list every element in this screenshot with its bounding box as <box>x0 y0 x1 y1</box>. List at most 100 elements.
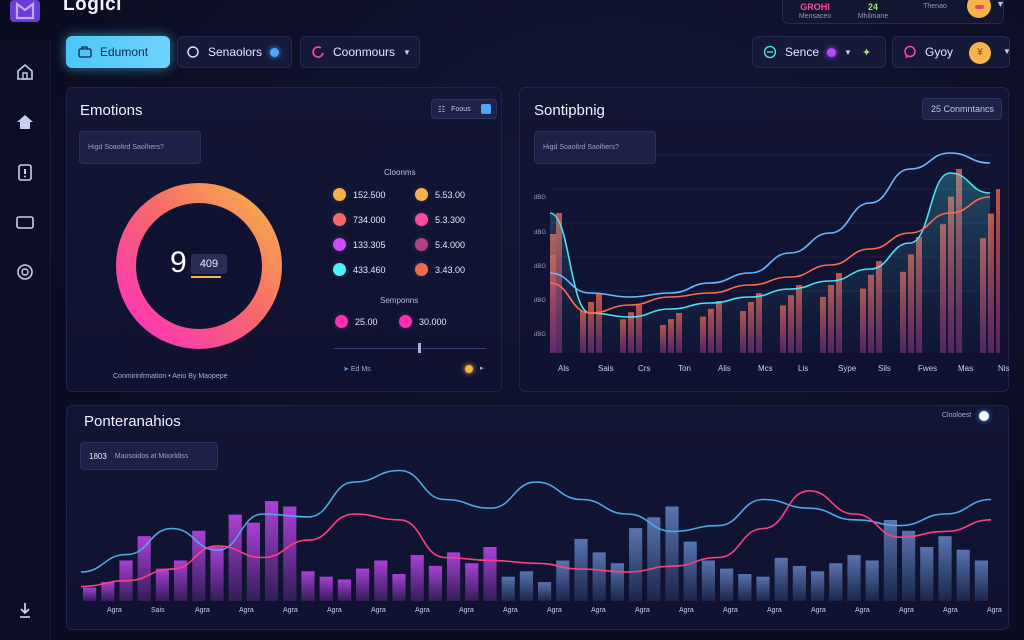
sparkle-icon: ✦ <box>861 46 872 59</box>
clipboard-icon[interactable] <box>15 162 35 182</box>
bar <box>988 213 994 353</box>
bar <box>811 571 825 601</box>
legend-label: 5.3.300 <box>435 214 466 225</box>
bar <box>137 536 151 601</box>
focus-badge-label: Foous <box>451 105 471 113</box>
logo-icon <box>10 0 40 22</box>
sidebar <box>0 40 51 640</box>
hint-box: Higd Soaoltrd Saolhers? <box>534 131 656 164</box>
emotions-footer: Conmirinfrmation • Aeio By Maopepe <box>113 373 228 380</box>
chevron-down-icon: ▼ <box>403 47 411 57</box>
app-title: Logici <box>63 0 122 15</box>
senaolors-label: Senaolors <box>208 45 263 59</box>
x-tick: Als <box>558 364 570 373</box>
list-icon: ☷ <box>438 104 446 114</box>
x-tick: Sils <box>878 364 891 373</box>
bar <box>829 563 843 601</box>
y-tick: dBG <box>534 195 547 201</box>
emotions-panel: Emotions ☷ Foous Higd Soaoltrd Saolhers?… <box>66 87 502 392</box>
series-area <box>550 173 990 353</box>
bar <box>865 560 879 601</box>
bar <box>101 582 115 601</box>
x-tick: Sais <box>151 607 165 614</box>
sence-dropdown[interactable]: Sence ▼ ✦ <box>752 36 886 68</box>
x-tick: Sais <box>598 364 614 373</box>
donut-underline <box>191 276 221 278</box>
x-tick: Agra <box>503 607 518 614</box>
link-icon <box>763 45 777 59</box>
house-icon[interactable] <box>15 112 35 132</box>
x-tick: Agra <box>371 607 386 614</box>
bar <box>174 560 188 601</box>
legend-swatch <box>333 263 346 276</box>
legend-label: 734.000 <box>353 214 386 225</box>
ponteranahios-panel: Ponteranahios Clnoloest 1803 Maosoidos a… <box>66 405 1009 630</box>
bar <box>938 536 952 601</box>
x-tick: Agra <box>679 607 694 614</box>
x-tick: Agra <box>415 607 430 614</box>
bar <box>374 560 388 601</box>
download-icon[interactable] <box>15 600 35 620</box>
y-tick: dBG <box>534 332 547 338</box>
user-avatar[interactable]: ¥ <box>969 42 991 64</box>
toggle-dot[interactable] <box>979 411 989 421</box>
gyoy-button[interactable]: Gyoy ¥ ▼ <box>892 36 1011 68</box>
x-tick: Agra <box>327 607 342 614</box>
bar <box>283 506 297 601</box>
bar <box>756 576 770 601</box>
bar <box>319 576 333 601</box>
home-icon[interactable] <box>15 62 35 82</box>
x-tick: Nis <box>998 364 1010 373</box>
bar <box>410 555 424 601</box>
legend-label: 433.460 <box>353 264 386 275</box>
legend-swatch <box>415 213 428 226</box>
bar <box>392 574 406 601</box>
y-tick: dBG <box>534 264 547 270</box>
bar <box>337 579 351 601</box>
chevron-down-icon[interactable]: ▼ <box>996 0 1005 9</box>
x-tick: Fwes <box>918 364 938 373</box>
x-tick: Agra <box>195 607 210 614</box>
x-tick: Agra <box>591 607 606 614</box>
indicator-caret: ▸ <box>480 365 484 372</box>
user-avatar[interactable] <box>967 0 991 18</box>
x-tick: Agra <box>107 607 122 614</box>
sub-legend-title: Semponns <box>380 296 419 305</box>
bar <box>574 538 588 601</box>
focus-badge[interactable]: ☷ Foous <box>431 99 497 119</box>
stat-2: 24 Mhilmane <box>847 2 899 20</box>
panel-title: Ponteranahios <box>84 413 181 430</box>
range-slider[interactable] <box>334 348 486 349</box>
coonmours-dropdown[interactable]: Coonmours ▼ <box>300 36 420 68</box>
bar <box>538 582 552 601</box>
arrow-icon: ➤ <box>343 366 349 373</box>
legend-swatch <box>415 263 428 276</box>
bar <box>301 571 315 601</box>
donut-value: 9 <box>170 246 187 279</box>
legend-item: 152.500 <box>333 188 386 201</box>
chevron-down-icon: ▼ <box>844 47 852 57</box>
x-tick: Agra <box>239 607 254 614</box>
series-line <box>550 196 991 314</box>
gauge-icon[interactable] <box>15 262 35 282</box>
bar <box>847 555 861 601</box>
status-dot <box>270 47 280 57</box>
hint-box: 1803 Maosoidos at Moorldiss <box>80 442 218 470</box>
comments-badge[interactable]: 25 Conmntancs <box>922 98 1002 120</box>
status-dot <box>827 47 837 57</box>
edumont-button[interactable]: Edumont <box>66 36 170 68</box>
bar <box>519 571 533 601</box>
chat-icon <box>904 45 916 59</box>
bar <box>501 576 515 601</box>
tv-icon[interactable] <box>15 212 35 232</box>
senaolors-button[interactable]: Senaolors <box>177 36 292 68</box>
x-tick: Agra <box>899 607 914 614</box>
bar <box>683 541 697 601</box>
sontipbnig-chart <box>550 152 1000 353</box>
legend-item: 5.4.000 <box>415 238 465 251</box>
slider-handle[interactable] <box>417 343 421 353</box>
bar <box>592 552 606 601</box>
bar <box>483 547 497 601</box>
bar <box>428 565 442 601</box>
x-tick: Sype <box>838 364 857 373</box>
